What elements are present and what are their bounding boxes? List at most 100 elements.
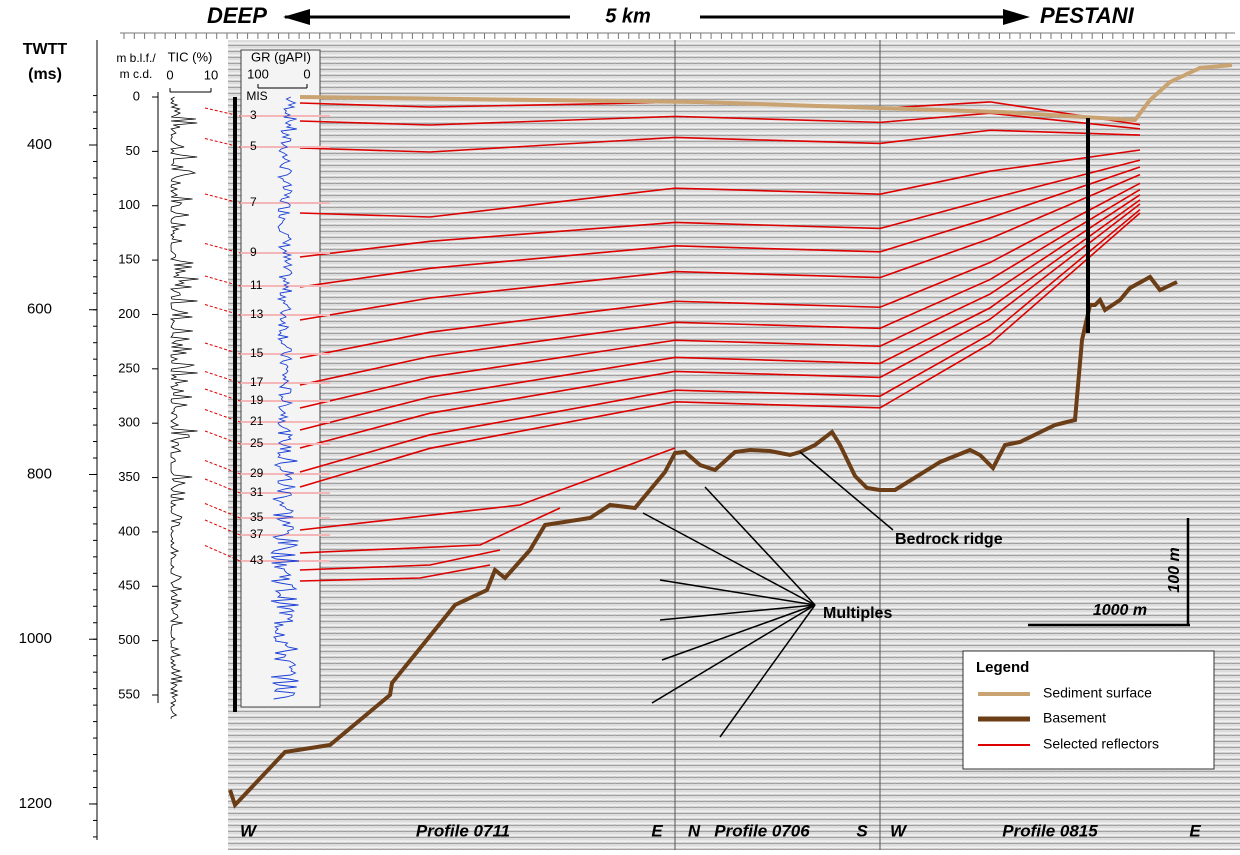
tick-label: 50 — [126, 143, 140, 158]
reflector — [299, 129, 1141, 153]
sediment-surface — [299, 63, 1233, 123]
multiples-label: Multiples — [823, 605, 892, 622]
mis-title: MIS — [246, 89, 267, 103]
core-bar — [1086, 118, 1090, 333]
profile-label: Profile 0815 — [1002, 821, 1098, 840]
tick-label: 400 — [118, 523, 140, 538]
reflector — [299, 166, 1141, 288]
tick-label: 1000 — [19, 630, 52, 647]
reflector — [299, 212, 1141, 488]
reflector — [299, 203, 1141, 449]
gr-log — [270, 96, 299, 700]
tic-log — [169, 96, 199, 720]
reflector — [299, 549, 501, 571]
arrow-head — [283, 9, 310, 25]
tick-label: 1200 — [19, 795, 52, 812]
mis-label: 29 — [250, 466, 264, 480]
reflector — [299, 199, 1141, 431]
legend-item: Sediment surface — [1043, 685, 1152, 701]
pointer — [799, 451, 894, 531]
profile-label: E — [651, 821, 663, 840]
reflector — [299, 507, 561, 554]
profile-label: W — [240, 821, 258, 840]
tie-line — [204, 107, 241, 117]
mis-label: 11 — [250, 278, 263, 292]
reflector — [299, 149, 1141, 218]
mis-label: 17 — [250, 375, 264, 389]
reflector — [299, 188, 1141, 386]
profile-label: W — [890, 821, 908, 840]
tick-label: 500 — [118, 632, 140, 647]
legend-item: Basement — [1043, 710, 1106, 726]
header-center: 5 km — [605, 5, 651, 27]
mis-label: 13 — [250, 307, 264, 321]
profile-label: S — [856, 821, 868, 840]
legend-title: Legend — [976, 659, 1029, 676]
tic-title: TIC (%) — [168, 49, 213, 64]
tick-label: 200 — [118, 306, 140, 321]
depth-title: m c.d. — [120, 67, 153, 81]
tick-label: 600 — [27, 301, 52, 318]
reflector — [299, 159, 1141, 258]
tick-label: 0 — [303, 66, 310, 81]
tick-label: 0 — [133, 88, 140, 103]
mis-label: 15 — [250, 346, 264, 360]
pointer — [659, 604, 816, 621]
pointer — [719, 604, 816, 738]
tick-label: 250 — [118, 360, 140, 375]
tick-label: 550 — [118, 686, 140, 701]
tick-label: 300 — [118, 415, 140, 430]
tick-label: 150 — [118, 252, 140, 267]
tick-label: 100 — [118, 197, 140, 212]
tick-label: 0 — [166, 67, 173, 82]
mis-label: 43 — [250, 553, 264, 567]
tick-label: 800 — [27, 465, 52, 482]
mis-label: 7 — [250, 195, 257, 209]
mis-label: 19 — [250, 393, 264, 407]
pointers — [642, 486, 816, 738]
tick-label: 450 — [118, 578, 140, 593]
profile-label: Profile 0711 — [416, 821, 510, 840]
reflector — [299, 112, 1141, 130]
reflector — [299, 564, 491, 582]
mis-label: 3 — [250, 108, 257, 122]
pointer — [659, 579, 816, 606]
header-right: PESTANI — [1040, 3, 1135, 28]
ruler — [120, 32, 1235, 39]
profile-label: E — [1189, 821, 1201, 840]
legend-item: Selected reflectors — [1043, 736, 1159, 752]
profile-label: N — [688, 821, 701, 840]
reflector — [299, 173, 1141, 321]
reflector — [299, 208, 1141, 473]
profile-label: Profile 0706 — [714, 821, 810, 840]
depth-title: m b.l.f./ — [116, 51, 156, 65]
reflectors — [228, 63, 1233, 809]
arrow-head — [1003, 9, 1030, 25]
header-left: DEEP — [207, 3, 267, 28]
pointer — [704, 486, 816, 606]
mis-label: 25 — [250, 436, 264, 450]
twtt-title: TWTT — [23, 41, 68, 58]
mis-label: 5 — [250, 139, 257, 153]
reflector — [299, 182, 1141, 359]
mis-label: 37 — [250, 527, 264, 541]
tick-label: 100 — [247, 66, 269, 81]
gr-title: GR (gAPI) — [251, 49, 311, 64]
mis-label: 31 — [250, 485, 264, 499]
reflector — [299, 447, 676, 531]
tick-label: 10 — [204, 67, 218, 82]
vscale-label: 100 m — [1166, 547, 1183, 592]
mis-label: 21 — [250, 414, 264, 428]
tick-label: 400 — [27, 136, 52, 153]
mis-label: 35 — [250, 510, 264, 524]
bedrock-label: Bedrock ridge — [895, 531, 1003, 548]
legend — [962, 650, 1215, 770]
core-bar — [233, 97, 237, 712]
hscale-label: 1000 m — [1093, 602, 1147, 619]
pointer — [661, 604, 816, 661]
pointer — [651, 604, 816, 704]
tick-label: 350 — [118, 469, 140, 484]
reflector — [299, 194, 1141, 409]
pointer — [642, 512, 816, 606]
